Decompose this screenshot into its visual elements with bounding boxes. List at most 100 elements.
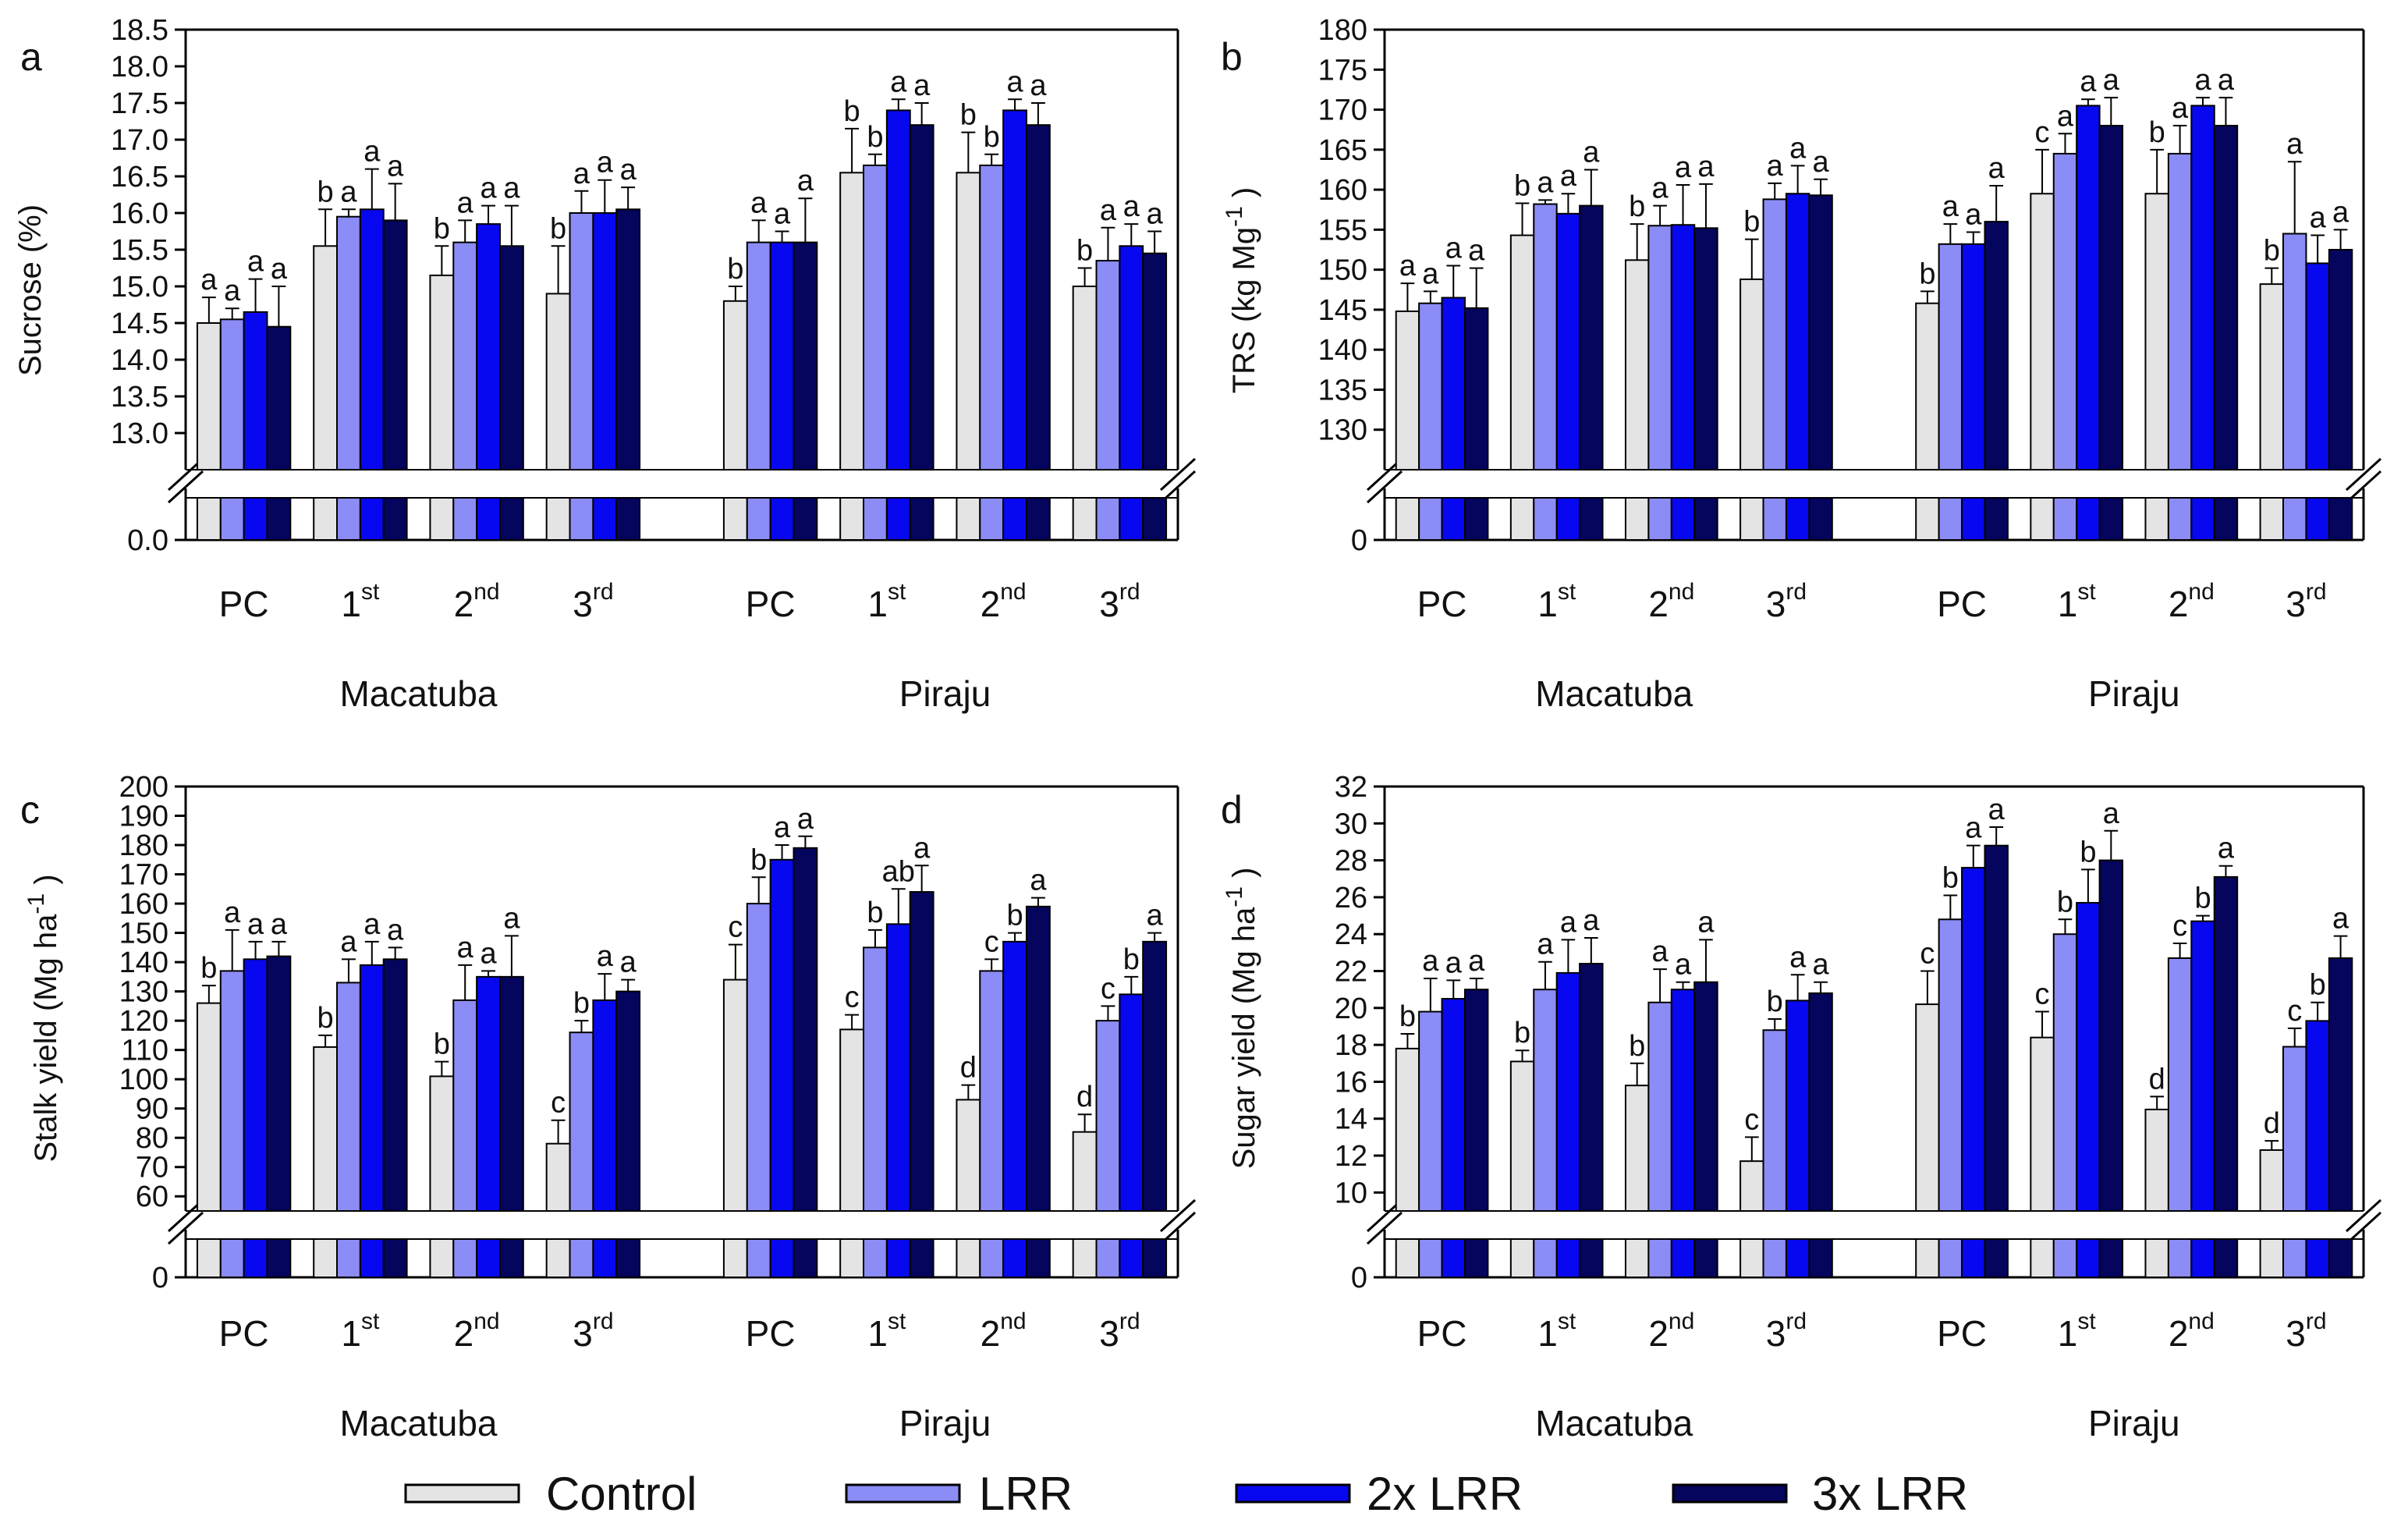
bar-stub xyxy=(769,1238,795,1278)
bar-c-control-4 xyxy=(722,978,748,1212)
bar-stub xyxy=(1002,497,1027,541)
bar-b-3x-lrr-6 xyxy=(2213,125,2239,471)
bar-stub xyxy=(1395,497,1420,541)
significance-letter: b xyxy=(1514,170,1530,203)
bar-stub xyxy=(839,1238,865,1278)
bar-stub xyxy=(1693,1238,1718,1278)
bar-c-2x-lrr-5 xyxy=(885,923,911,1213)
x-tick-label-sup: rd xyxy=(1119,579,1140,605)
bar-stub xyxy=(2167,497,2193,541)
bar-stub xyxy=(1961,1238,1986,1278)
y-tick-label: 18.0 xyxy=(111,51,168,83)
bar-a-control-6 xyxy=(956,172,981,471)
legend-label-2x-lrr: 2x LRR xyxy=(1367,1468,1523,1520)
bar-d-2x-lrr-5 xyxy=(2076,902,2101,1212)
bar-c-lrr-3 xyxy=(569,1032,594,1212)
significance-letter: a xyxy=(1965,812,1982,845)
bar-stub xyxy=(2213,1238,2239,1278)
bar-stub xyxy=(429,1238,455,1278)
bar-a-lrr-0 xyxy=(219,318,245,470)
bar-stub xyxy=(266,1238,292,1278)
significance-letter: b xyxy=(2264,235,2280,268)
x-tick-label-sup: st xyxy=(2077,579,2096,605)
significance-letter: a xyxy=(1675,151,1692,184)
bar-c-control-3 xyxy=(545,1142,571,1212)
bar-a-control-1 xyxy=(313,245,339,470)
x-tick-label: 1st xyxy=(867,1309,906,1354)
y-tick-label: 14.5 xyxy=(111,307,168,340)
significance-letter: a xyxy=(271,253,288,286)
bar-b-2x-lrr-7 xyxy=(2305,262,2330,470)
bar-stub xyxy=(1762,497,1787,541)
x-tick-label: 1st xyxy=(2058,579,2097,624)
y-tick-label: 200 xyxy=(119,771,168,804)
bar-stub xyxy=(336,1238,361,1278)
bar-a-lrr-3 xyxy=(569,212,594,470)
x-tick-label: 2nd xyxy=(454,579,500,624)
bar-c-2x-lrr-1 xyxy=(359,964,385,1213)
bar-a-3x-lrr-5 xyxy=(909,124,934,470)
significance-letter: b xyxy=(867,897,883,929)
bar-stub xyxy=(722,1238,748,1278)
significance-letter: c xyxy=(1101,972,1115,1005)
bar-b-3x-lrr-3 xyxy=(1808,194,1833,470)
x-tick-label: 3rd xyxy=(573,579,613,624)
bar-a-control-2 xyxy=(429,274,455,470)
bar-stub xyxy=(885,497,911,541)
y-tick-label: 28 xyxy=(1335,845,1367,878)
x-tick-label: 1st xyxy=(1537,1309,1576,1354)
bar-b-control-5 xyxy=(2030,193,2055,471)
break-mark xyxy=(167,470,204,504)
bar-stub xyxy=(615,497,641,541)
y-tick-label: 14 xyxy=(1335,1103,1367,1136)
bar-stub xyxy=(498,1238,524,1278)
bar-stub xyxy=(196,497,222,541)
bar-stub xyxy=(1693,497,1718,541)
x-tick-label: PC xyxy=(1417,1313,1467,1354)
significance-letter: c xyxy=(1920,938,1935,971)
x-tick-label: 2nd xyxy=(454,1309,500,1354)
bar-stub xyxy=(313,497,339,541)
significance-letter: b xyxy=(1123,943,1140,976)
bar-stub xyxy=(2144,497,2169,541)
significance-letter: a xyxy=(913,832,931,865)
x-tick-label: PC xyxy=(746,1313,796,1354)
bar-stub xyxy=(1533,1238,1558,1278)
y-tick-label: 180 xyxy=(119,829,168,862)
bar-stub xyxy=(1119,497,1144,541)
x-tick-label: 1st xyxy=(341,579,380,624)
y-axis-label: Sugar yield (Mg ha-1 ) xyxy=(1222,868,1261,1170)
bar-c-lrr-1 xyxy=(336,982,361,1212)
significance-letter: b xyxy=(727,253,743,286)
bar-stub xyxy=(1785,1238,1810,1278)
x-tick-label: 2nd xyxy=(2169,579,2215,624)
bar-stub xyxy=(2305,1238,2330,1278)
chart-panels: 13.013.5 14.0 14.515.0 15.5 16.016.5 17.0 17.5… xyxy=(13,14,2382,1443)
bar-c-control-1 xyxy=(313,1046,339,1212)
bar-b-2x-lrr-1 xyxy=(1555,212,1581,470)
bar-stub xyxy=(722,497,748,541)
significance-letter: a xyxy=(1988,152,2005,185)
significance-letter: a xyxy=(890,66,907,98)
bar-b-3x-lrr-4 xyxy=(1984,221,2009,470)
bar-d-3x-lrr-0 xyxy=(1463,989,1489,1213)
significance-letter: d xyxy=(960,1052,977,1085)
significance-letter: a xyxy=(224,897,241,929)
significance-letter: a xyxy=(797,803,814,836)
bar-d-control-6 xyxy=(2144,1108,2169,1213)
bar-b-control-6 xyxy=(2144,193,2169,471)
panel-letter: d xyxy=(1221,788,1243,832)
bar-stub xyxy=(1441,497,1466,541)
significance-letter: a xyxy=(2172,92,2189,125)
x-tick-label: 3rd xyxy=(1099,579,1140,624)
bar-c-control-0 xyxy=(196,1002,222,1212)
x-tick-label: PC xyxy=(746,584,796,624)
y-tick-label: 190 xyxy=(119,801,168,833)
bar-c-3x-lrr-3 xyxy=(615,990,641,1213)
significance-letter: a xyxy=(2080,66,2097,98)
bar-stub xyxy=(1119,1238,1144,1278)
significance-letter: a xyxy=(620,154,637,186)
significance-letter: b xyxy=(1919,257,1935,290)
